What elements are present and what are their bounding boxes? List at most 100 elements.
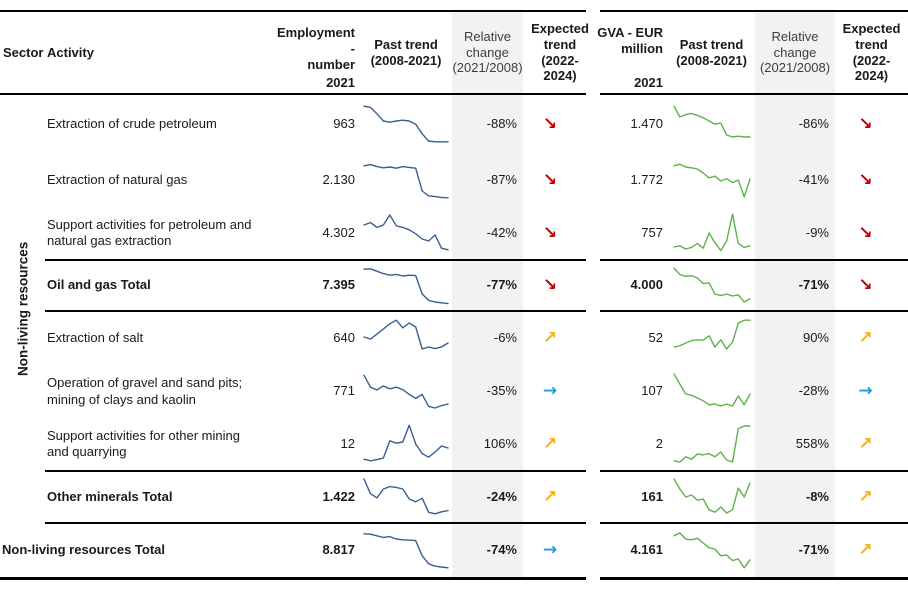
grand-total-label: Non-living resources Total — [2, 542, 166, 558]
gva-header-year: 2021 — [634, 75, 663, 91]
expected-trend-header-line: (2022- — [852, 52, 891, 68]
employment-change: 106% — [483, 435, 517, 451]
gva-expected-trend-cell: ↗ — [835, 312, 908, 365]
employment-expected-trend-cell: ↘ — [523, 154, 597, 207]
trend-down-right-icon: ↘ — [542, 114, 558, 134]
trend-down-right-icon: ↘ — [542, 170, 558, 190]
gva-change: -9% — [805, 224, 829, 240]
table-row: Oil and gas Total 7.395 -77% ↘ 4.000 -71% ↘ — [0, 261, 908, 310]
sparkline-chart — [672, 478, 751, 514]
trend-down-right-icon: ↘ — [542, 275, 558, 295]
sector-header-label: Sector — [3, 44, 44, 60]
trend-up-right-icon: ↗ — [858, 328, 873, 348]
sparkline-chart — [363, 532, 449, 568]
expected-trend-header-line: trend — [855, 36, 888, 52]
employment-change: -77% — [486, 277, 517, 293]
relative-change-header-line: change — [773, 44, 817, 60]
sparkline-chart — [672, 531, 751, 568]
gva-value: 161 — [641, 488, 663, 504]
trend-right-icon: → — [542, 381, 558, 401]
gva-trend-cell — [668, 524, 755, 577]
sparkline-chart — [363, 214, 449, 251]
relative-change-header-line: (2021/2008) — [452, 60, 523, 76]
sparkline-chart — [672, 104, 751, 138]
employment-change: -24% — [486, 488, 517, 504]
gva-expected-trend-cell: → — [835, 365, 908, 418]
expected-trend-header-line: 2024) — [854, 68, 889, 84]
rule-oilgas-bottom-left — [45, 310, 586, 312]
sparkline-chart — [672, 318, 751, 350]
relative-change-shading-gva — [755, 10, 835, 579]
past-trend-header-line: Past trend — [374, 36, 438, 52]
sparkline-chart — [672, 266, 751, 303]
sparkline-chart — [672, 425, 751, 463]
table-row: Operation of gravel and sand pits; minin… — [0, 365, 908, 418]
rule-oilgas-top-left — [45, 259, 586, 261]
col-header-expected-trend-gva: Expected trend (2022- 2024) — [835, 10, 908, 95]
expected-trend-header-line: 2024) — [543, 68, 577, 84]
past-trend-header-line: Past trend — [679, 36, 744, 52]
col-header-sector: Sector — [0, 10, 45, 95]
trend-up-right-icon: ↗ — [858, 540, 873, 560]
table-row: Non-living resources Total 8.817 -74% → 4.16… — [0, 524, 908, 577]
activity-label: Extraction of crude petroleum — [47, 116, 217, 132]
expected-trend-header-line: Expected — [531, 20, 589, 36]
col-header-past-trend-employment: Past trend (2008-2021) — [360, 10, 452, 95]
employment-change: -74% — [486, 542, 517, 558]
table-row: Extraction of natural gas 2.130 -87% ↘ 1.772… — [0, 154, 908, 207]
sparkline-chart — [672, 372, 751, 407]
employment-expected-trend-cell: ↘ — [523, 261, 597, 310]
activity-label: Support activities for other mining and … — [47, 427, 240, 459]
table-row: Extraction of salt 640 -6% ↗ 52 90% ↗ — [0, 312, 908, 365]
activity-label: Oil and gas Total — [47, 277, 151, 293]
sparkline-chart — [363, 478, 449, 515]
gva-expected-trend-cell: ↘ — [835, 154, 908, 207]
employment-value: 640 — [333, 330, 355, 346]
employment-trend-cell — [360, 312, 452, 365]
employment-value: 4.302 — [322, 224, 355, 240]
employment-trend-cell — [360, 261, 452, 310]
employment-change: -87% — [486, 172, 517, 188]
gva-trend-cell — [668, 261, 755, 310]
rule-minerals-top-right — [600, 470, 908, 472]
gva-value: 757 — [641, 224, 663, 240]
sparkline-chart — [363, 318, 449, 350]
sparkline-chart — [363, 104, 449, 142]
past-trend-header-line: (2008-2021) — [676, 52, 747, 68]
expected-trend-header-line: trend — [543, 36, 577, 52]
rule-minerals-bottom-right — [600, 522, 908, 524]
employment-trend-cell — [360, 154, 452, 207]
trend-right-icon: → — [542, 540, 558, 560]
col-header-past-trend-gva: Past trend (2008-2021) — [668, 10, 755, 95]
col-header-gva: GVA - EUR million 2021 — [597, 10, 668, 95]
employment-header-line: number — [307, 56, 355, 72]
gva-change: 558% — [795, 435, 829, 451]
employment-value: 771 — [333, 383, 355, 399]
employment-change: -6% — [493, 330, 517, 346]
sparkline-chart — [363, 267, 449, 304]
rule-header-left — [0, 93, 586, 95]
gva-expected-trend-cell: ↗ — [835, 418, 908, 470]
gva-expected-trend-cell: ↗ — [835, 524, 908, 577]
employment-value: 8.817 — [322, 542, 355, 558]
sparkline-chart — [672, 213, 751, 252]
activity-label: Operation of gravel and sand pits; minin… — [47, 375, 243, 407]
trend-down-right-icon: ↘ — [858, 275, 873, 295]
gva-trend-cell — [668, 207, 755, 259]
employment-value: 2.130 — [322, 172, 355, 188]
employment-expected-trend-cell: → — [523, 524, 597, 577]
trend-up-right-icon: ↗ — [858, 486, 873, 507]
rule-minerals-bottom-left — [45, 522, 586, 524]
relative-change-header-line: change — [466, 44, 509, 60]
employment-expected-trend-cell: ↗ — [523, 472, 597, 522]
activity-label: Support activities for petroleum and nat… — [47, 216, 252, 248]
table-row: Extraction of crude petroleum 963 -88% ↘ 1.4… — [0, 95, 908, 154]
trend-down-right-icon: ↘ — [858, 222, 873, 243]
trend-down-right-icon: ↘ — [858, 114, 873, 134]
gva-change: -71% — [798, 277, 829, 293]
table-row: Other minerals Total 1.422 -24% ↗ 161 -8% ↗ — [0, 472, 908, 522]
employment-value: 1.422 — [322, 488, 355, 504]
gva-change: -86% — [798, 116, 829, 132]
rule-bottom-left — [0, 577, 586, 580]
